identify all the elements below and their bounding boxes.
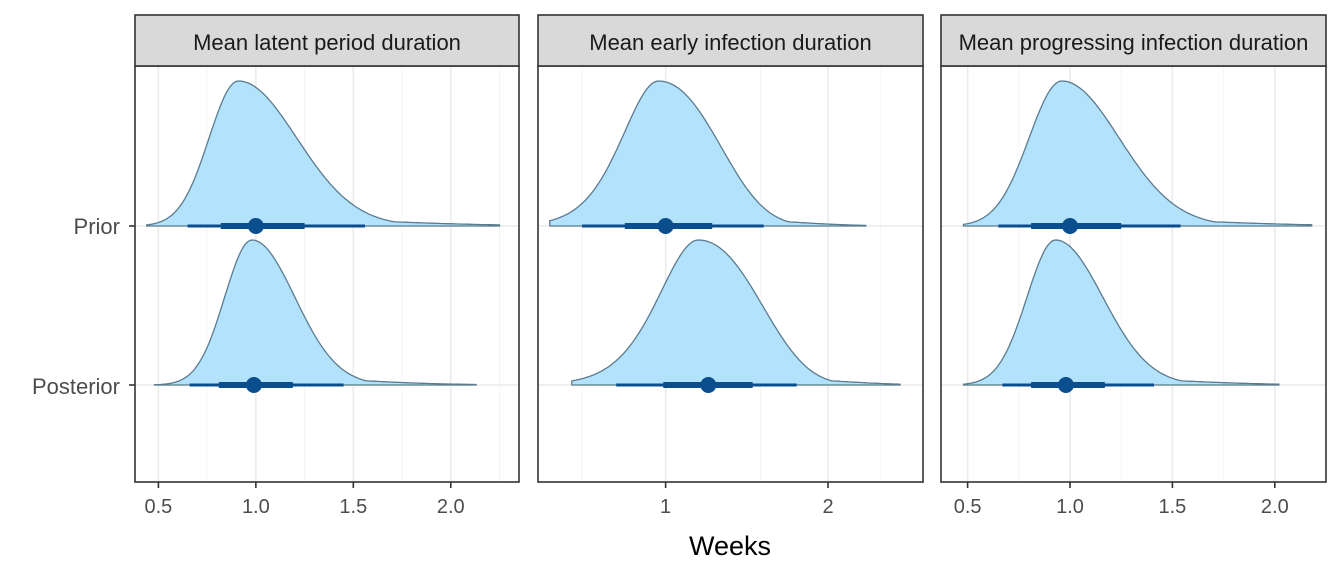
x-tick-label: 1.5 [339, 496, 367, 518]
x-tick-label: 1.0 [1056, 496, 1084, 518]
density-posterior [571, 239, 901, 386]
panel-background [135, 66, 519, 482]
strip-background [134, 14, 520, 67]
x-tick-label: 1.0 [242, 496, 270, 518]
strip-background [940, 14, 1327, 67]
x-tick-label: 1 [660, 496, 671, 518]
y-label-prior: Prior [74, 214, 120, 239]
panel-background [941, 66, 1326, 482]
median-point-posterior [1057, 377, 1074, 393]
median-point-posterior [245, 377, 262, 393]
x-tick-label: 1.5 [1159, 496, 1187, 518]
median-point-prior [657, 218, 674, 234]
x-tick-label: 0.5 [954, 496, 982, 518]
x-axis-title: Weeks [689, 531, 771, 561]
x-tick-label: 2.0 [437, 496, 465, 518]
median-point-prior [247, 218, 264, 234]
panel-2: Mean early infection duration 1 2 [537, 14, 924, 518]
x-tick-label: 0.5 [144, 496, 172, 518]
density-posterior [962, 239, 1280, 386]
density-posterior [153, 239, 477, 386]
x-tick-label: 2 [822, 496, 833, 518]
y-label-posterior: Posterior [32, 374, 120, 399]
median-point-prior [1062, 218, 1079, 234]
density-prior [549, 80, 867, 227]
panel-1: Mean latent period duration 0.5 1.0 1.5 2.0 [134, 14, 520, 518]
x-tick-label: 2.0 [1261, 496, 1289, 518]
median-point-posterior [700, 377, 717, 393]
strip-background [537, 14, 924, 67]
y-axis-labels: Prior Posterior [32, 214, 135, 399]
density-prior [146, 80, 501, 227]
strip-title: Mean early infection duration [589, 30, 872, 55]
strip-title: Mean progressing infection duration [959, 30, 1309, 55]
density-prior [962, 80, 1313, 227]
panel-3: Mean progressing infection duration 0.5 1.… [940, 14, 1327, 518]
strip-title: Mean latent period duration [193, 30, 461, 55]
